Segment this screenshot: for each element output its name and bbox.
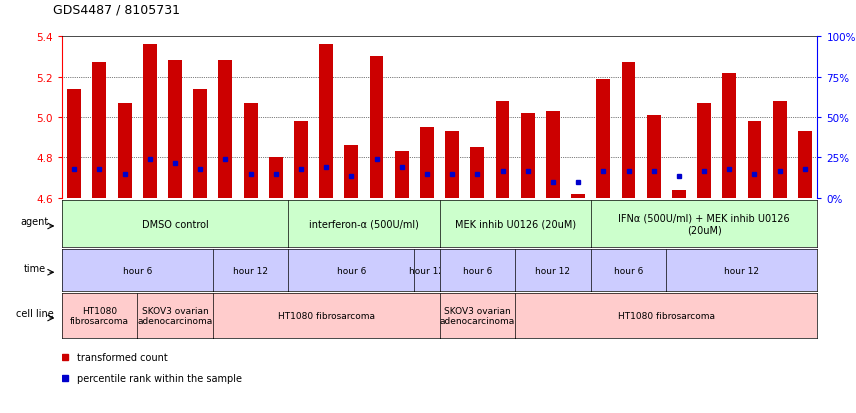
Text: hour 6: hour 6 (122, 266, 152, 275)
Bar (117, 104, 132, 198)
Text: IFNα (500U/ml) + MEK inhib U0126
(20uM): IFNα (500U/ml) + MEK inhib U0126 (20uM) (618, 213, 790, 235)
Bar (722, 74, 736, 198)
Bar (218, 62, 232, 198)
Text: hour 6: hour 6 (614, 266, 643, 275)
Text: hour 12: hour 12 (724, 266, 759, 275)
Bar (445, 132, 459, 198)
Bar (395, 152, 408, 198)
Bar (68, 90, 81, 198)
Bar (244, 104, 258, 198)
Bar (269, 158, 282, 198)
Bar (647, 116, 661, 198)
Bar (92, 63, 106, 198)
Bar (420, 128, 434, 198)
Text: interferon-α (500U/ml): interferon-α (500U/ml) (309, 219, 419, 229)
Text: GDS4487 / 8105731: GDS4487 / 8105731 (53, 4, 180, 17)
Bar (168, 62, 182, 198)
Text: hour 12: hour 12 (409, 266, 444, 275)
Bar (672, 190, 686, 198)
Text: cell line: cell line (15, 309, 53, 319)
Text: agent: agent (21, 217, 49, 227)
Bar (597, 79, 610, 198)
Text: HT1080
fibrosarcoma: HT1080 fibrosarcoma (70, 306, 129, 325)
Bar (621, 63, 635, 198)
Text: SKOV3 ovarian
adenocarcinoma: SKOV3 ovarian adenocarcinoma (440, 306, 515, 325)
Text: DMSO control: DMSO control (141, 219, 208, 229)
Text: SKOV3 ovarian
adenocarcinoma: SKOV3 ovarian adenocarcinoma (137, 306, 212, 325)
Text: percentile rank within the sample: percentile rank within the sample (77, 373, 241, 383)
Bar (546, 112, 560, 198)
Bar (193, 90, 207, 198)
Text: hour 12: hour 12 (536, 266, 570, 275)
Bar (697, 104, 711, 198)
Text: time: time (23, 263, 45, 273)
Text: hour 6: hour 6 (462, 266, 492, 275)
Bar (370, 57, 383, 198)
Text: HT1080 fibrosarcoma: HT1080 fibrosarcoma (277, 311, 375, 320)
Bar (798, 132, 811, 198)
Bar (294, 122, 308, 198)
Bar (571, 194, 585, 198)
Bar (747, 122, 762, 198)
Bar (520, 114, 535, 198)
Text: hour 12: hour 12 (233, 266, 268, 275)
Bar (773, 102, 787, 198)
Text: MEK inhib U0126 (20uM): MEK inhib U0126 (20uM) (455, 219, 576, 229)
Bar (496, 102, 509, 198)
Bar (143, 45, 157, 198)
Bar (319, 45, 333, 198)
Bar (471, 148, 484, 198)
Text: hour 6: hour 6 (336, 266, 366, 275)
Bar (344, 146, 359, 198)
Text: HT1080 fibrosarcoma: HT1080 fibrosarcoma (618, 311, 715, 320)
Text: transformed count: transformed count (77, 352, 168, 362)
